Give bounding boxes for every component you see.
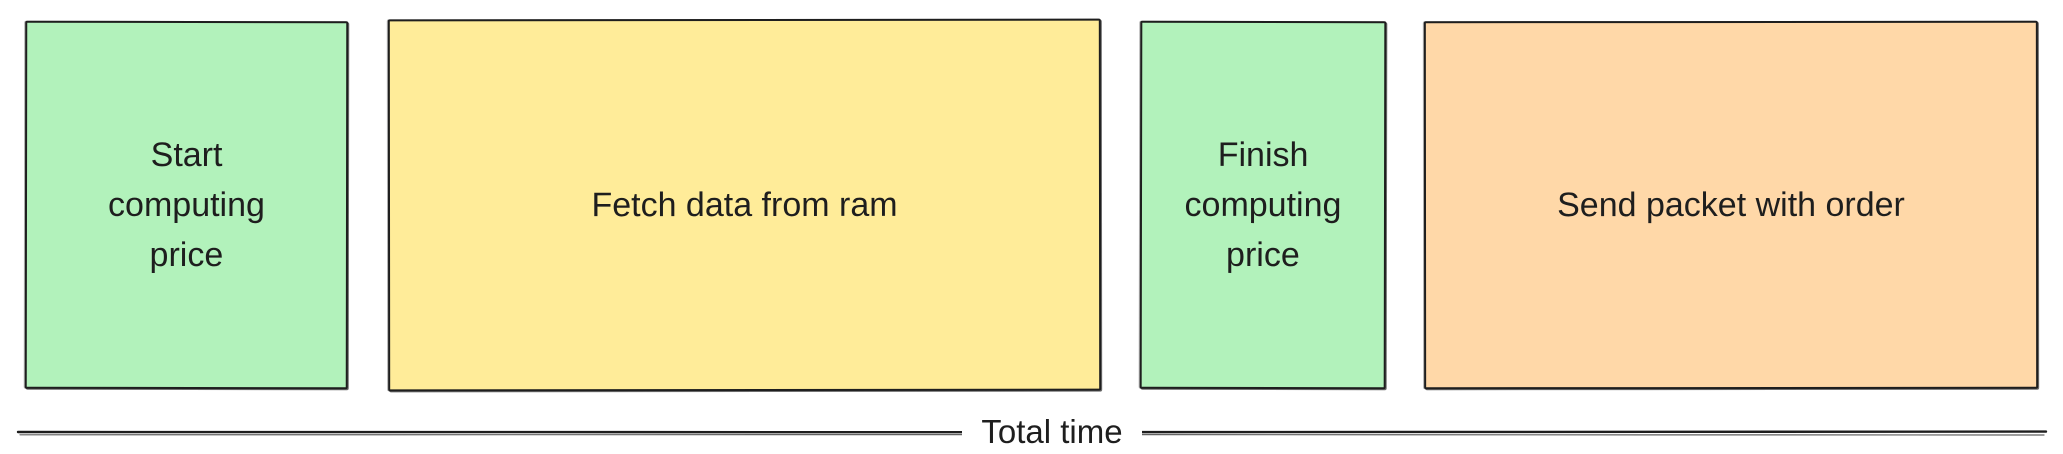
fetch-data-from-ram-label: Fetch data from ram xyxy=(591,185,898,225)
send-packet-with-order-block: Send packet with order xyxy=(1423,20,2039,390)
total-time-label: Total time xyxy=(962,412,1142,452)
fetch-data-from-ram-block: Fetch data from ram xyxy=(387,18,1102,392)
total-time-axis: Total time xyxy=(16,412,2048,452)
start-computing-price-label: Start computing price xyxy=(108,135,265,275)
send-packet-with-order-label: Send packet with order xyxy=(1557,185,1905,225)
start-computing-price-block: Start computing price xyxy=(24,20,349,390)
finish-computing-price-label: Finish computing price xyxy=(1184,135,1342,275)
finish-computing-price-block: Finish computing price xyxy=(1139,20,1387,390)
